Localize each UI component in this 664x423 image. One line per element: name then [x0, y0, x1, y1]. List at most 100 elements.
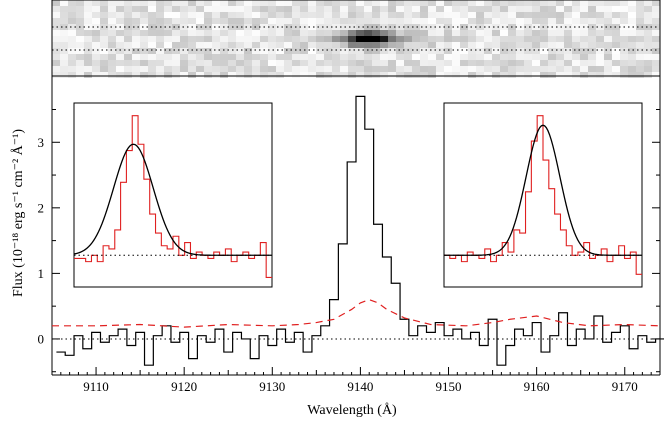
- strip-pixel: [388, 0, 396, 6]
- strip-pixel: [564, 72, 572, 78]
- strip-pixel: [428, 24, 436, 30]
- strip-pixel: [100, 36, 108, 42]
- strip-pixel: [388, 6, 396, 12]
- strip-pixel: [348, 72, 356, 78]
- strip-pixel: [524, 42, 532, 48]
- strip-pixel: [212, 66, 220, 72]
- strip-pixel: [612, 36, 620, 42]
- strip-pixel: [140, 72, 148, 78]
- strip-pixel: [628, 36, 636, 42]
- strip-pixel: [60, 6, 68, 12]
- strip-pixel: [332, 18, 340, 24]
- strip-pixel: [484, 60, 492, 66]
- strip-pixel: [604, 66, 612, 72]
- strip-pixel: [204, 60, 212, 66]
- strip-pixel: [372, 66, 380, 72]
- strip-pixel: [580, 54, 588, 60]
- strip-pixel: [92, 0, 100, 6]
- strip-pixel: [564, 60, 572, 66]
- strip-pixel: [372, 42, 380, 48]
- strip-pixel: [340, 66, 348, 72]
- strip-pixel: [276, 24, 284, 30]
- strip-pixel: [652, 60, 660, 66]
- strip-pixel: [460, 18, 468, 24]
- strip-pixel: [532, 54, 540, 60]
- strip-pixel: [508, 48, 516, 54]
- strip-pixel: [516, 6, 524, 12]
- strip-pixel: [508, 30, 516, 36]
- strip-pixel: [108, 30, 116, 36]
- strip-pixel: [620, 12, 628, 18]
- strip-pixel: [628, 66, 636, 72]
- strip-pixel: [548, 18, 556, 24]
- strip-pixel: [596, 42, 604, 48]
- strip-pixel: [148, 54, 156, 60]
- strip-pixel: [460, 30, 468, 36]
- strip-pixel: [500, 60, 508, 66]
- strip-pixel: [324, 30, 332, 36]
- strip-pixel: [188, 66, 196, 72]
- strip-pixel: [612, 12, 620, 18]
- strip-pixel: [340, 6, 348, 12]
- strip-pixel: [308, 36, 316, 42]
- strip-pixel: [644, 18, 652, 24]
- strip-pixel: [500, 24, 508, 30]
- strip-pixel: [140, 54, 148, 60]
- strip-pixel: [516, 48, 524, 54]
- strip-pixel: [204, 12, 212, 18]
- strip-pixel: [516, 30, 524, 36]
- strip-pixel: [316, 12, 324, 18]
- strip-pixel: [628, 30, 636, 36]
- strip-pixel: [84, 72, 92, 78]
- strip-pixel: [164, 12, 172, 18]
- strip-pixel: [636, 18, 644, 24]
- strip-pixel: [540, 54, 548, 60]
- strip-pixel: [652, 12, 660, 18]
- strip-pixel: [372, 0, 380, 6]
- strip-pixel: [388, 36, 396, 42]
- strip-pixel: [52, 48, 60, 54]
- strip-pixel: [204, 6, 212, 12]
- strip-pixel: [268, 30, 276, 36]
- strip-pixel: [180, 18, 188, 24]
- strip-pixel: [84, 18, 92, 24]
- strip-pixel: [52, 54, 60, 60]
- strip-pixel: [276, 54, 284, 60]
- strip-pixel: [140, 48, 148, 54]
- strip-pixel: [412, 60, 420, 66]
- strip-pixel: [340, 0, 348, 6]
- strip-pixel: [212, 42, 220, 48]
- strip-pixel: [348, 48, 356, 54]
- strip-pixel: [308, 60, 316, 66]
- strip-pixel: [332, 48, 340, 54]
- strip-pixel: [276, 42, 284, 48]
- strip-pixel: [572, 54, 580, 60]
- strip-pixel: [580, 66, 588, 72]
- strip-pixel: [140, 12, 148, 18]
- strip-pixel: [412, 18, 420, 24]
- strip-pixel: [204, 30, 212, 36]
- strip-pixel: [148, 72, 156, 78]
- strip-pixel: [564, 48, 572, 54]
- strip-pixel: [68, 0, 76, 6]
- strip-pixel: [100, 54, 108, 60]
- strip-pixel: [540, 60, 548, 66]
- strip-pixel: [380, 6, 388, 12]
- strip-pixel: [332, 0, 340, 6]
- strip-pixel: [420, 24, 428, 30]
- strip-pixel: [540, 48, 548, 54]
- strip-pixel: [412, 42, 420, 48]
- strip-pixel: [468, 30, 476, 36]
- strip-pixel: [428, 54, 436, 60]
- strip-pixel: [212, 24, 220, 30]
- strip-pixel: [300, 0, 308, 6]
- strip-pixel: [548, 12, 556, 18]
- strip-pixel: [204, 24, 212, 30]
- strip-pixel: [460, 60, 468, 66]
- strip-pixel: [172, 18, 180, 24]
- strip-pixel: [444, 6, 452, 12]
- strip-pixel: [492, 42, 500, 48]
- strip-pixel: [612, 60, 620, 66]
- strip-pixel: [436, 60, 444, 66]
- strip-pixel: [380, 66, 388, 72]
